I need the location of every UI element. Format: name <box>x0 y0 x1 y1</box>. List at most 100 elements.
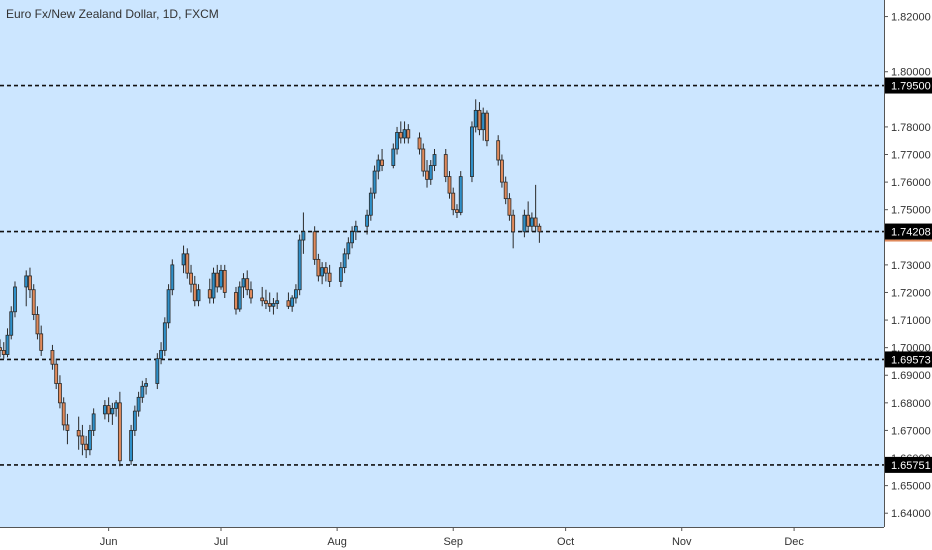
candle <box>402 121 407 144</box>
candle-body <box>106 405 111 415</box>
candle <box>76 416 81 450</box>
candle-body <box>458 176 463 213</box>
time-tick-label: Dec <box>784 536 804 548</box>
candle-body <box>402 129 407 139</box>
candle <box>470 121 474 183</box>
candle <box>376 154 381 180</box>
candle-body <box>260 297 265 302</box>
price-tick-label: 1.77000 <box>891 150 931 162</box>
candle <box>215 264 220 293</box>
candle <box>271 297 276 315</box>
plot-background <box>0 0 884 527</box>
candle-body <box>327 272 332 282</box>
candle <box>140 380 145 403</box>
candle <box>54 358 59 390</box>
candle <box>312 226 317 265</box>
candle <box>395 126 399 155</box>
price-tick-label: 1.78000 <box>891 122 931 134</box>
candle-body <box>196 289 201 302</box>
candle-body <box>353 225 358 233</box>
candle-body <box>338 267 343 282</box>
candle-body <box>215 272 220 288</box>
candle <box>533 184 538 232</box>
candle <box>455 204 459 218</box>
candle-body <box>211 272 216 299</box>
candle <box>346 237 351 260</box>
candle <box>529 212 534 232</box>
candle <box>323 262 328 282</box>
candle-body <box>9 311 14 336</box>
candle-body <box>234 292 238 310</box>
candle <box>31 284 36 321</box>
candle <box>9 306 14 340</box>
candle <box>207 278 212 304</box>
candle-body <box>368 192 373 216</box>
candle <box>136 391 141 417</box>
candle <box>522 209 527 238</box>
candle-body <box>533 217 538 227</box>
candle <box>219 264 223 290</box>
candle <box>192 275 197 307</box>
candle-body <box>114 402 119 409</box>
candle <box>432 148 437 172</box>
candle <box>327 264 332 287</box>
candle <box>353 220 358 241</box>
candle <box>447 171 452 199</box>
candle <box>162 317 167 356</box>
level-label: 1.79500 <box>891 81 931 93</box>
time-tick-label: Nov <box>672 536 692 548</box>
candle-body <box>39 333 44 351</box>
price-tick-label: 1.73000 <box>891 260 931 272</box>
candle <box>84 435 89 459</box>
candle <box>496 135 501 166</box>
candle-body <box>421 148 426 172</box>
candle-body <box>529 217 534 227</box>
candle <box>316 253 321 282</box>
candle-body <box>391 148 396 166</box>
candle <box>117 391 122 467</box>
candle-body <box>485 112 489 142</box>
candle <box>485 110 489 147</box>
time-tick-label: Oct <box>557 536 574 548</box>
candle <box>28 267 32 298</box>
candle <box>65 413 70 445</box>
candle-body <box>267 303 272 307</box>
time-tick-label: Jun <box>100 536 118 548</box>
candle <box>391 143 396 169</box>
candle-body <box>144 383 148 387</box>
candle <box>526 201 531 232</box>
candle <box>80 424 85 456</box>
candle-body <box>380 159 384 166</box>
candle <box>481 107 486 141</box>
candle-body <box>159 350 163 360</box>
candle-body <box>76 430 81 437</box>
candle <box>368 187 373 221</box>
level-label-box <box>885 77 932 94</box>
candle-body <box>365 214 369 227</box>
candle-body <box>207 289 212 299</box>
candle-body <box>432 154 437 166</box>
price-tick-label: 1.69000 <box>891 370 931 382</box>
candle-body <box>275 300 280 304</box>
candle-body <box>286 300 291 307</box>
candle-body <box>470 126 474 177</box>
candle <box>132 405 137 436</box>
candle <box>507 193 512 221</box>
candle-body <box>522 214 527 233</box>
candle-body <box>264 300 268 304</box>
candle <box>237 281 242 312</box>
candle-body <box>271 303 276 307</box>
candle-body <box>35 314 40 335</box>
candle <box>380 148 384 172</box>
price-tick-label: 1.80000 <box>891 67 931 79</box>
candle <box>189 264 193 293</box>
candle <box>155 353 160 390</box>
candle-body <box>222 269 227 293</box>
price-tick-label: 1.82000 <box>891 12 931 24</box>
price-tick-label: 1.75000 <box>891 205 931 217</box>
candle-body <box>320 267 325 277</box>
candle <box>5 328 10 358</box>
candle-body <box>181 253 186 266</box>
candle-body <box>155 358 160 384</box>
candle <box>320 262 325 285</box>
